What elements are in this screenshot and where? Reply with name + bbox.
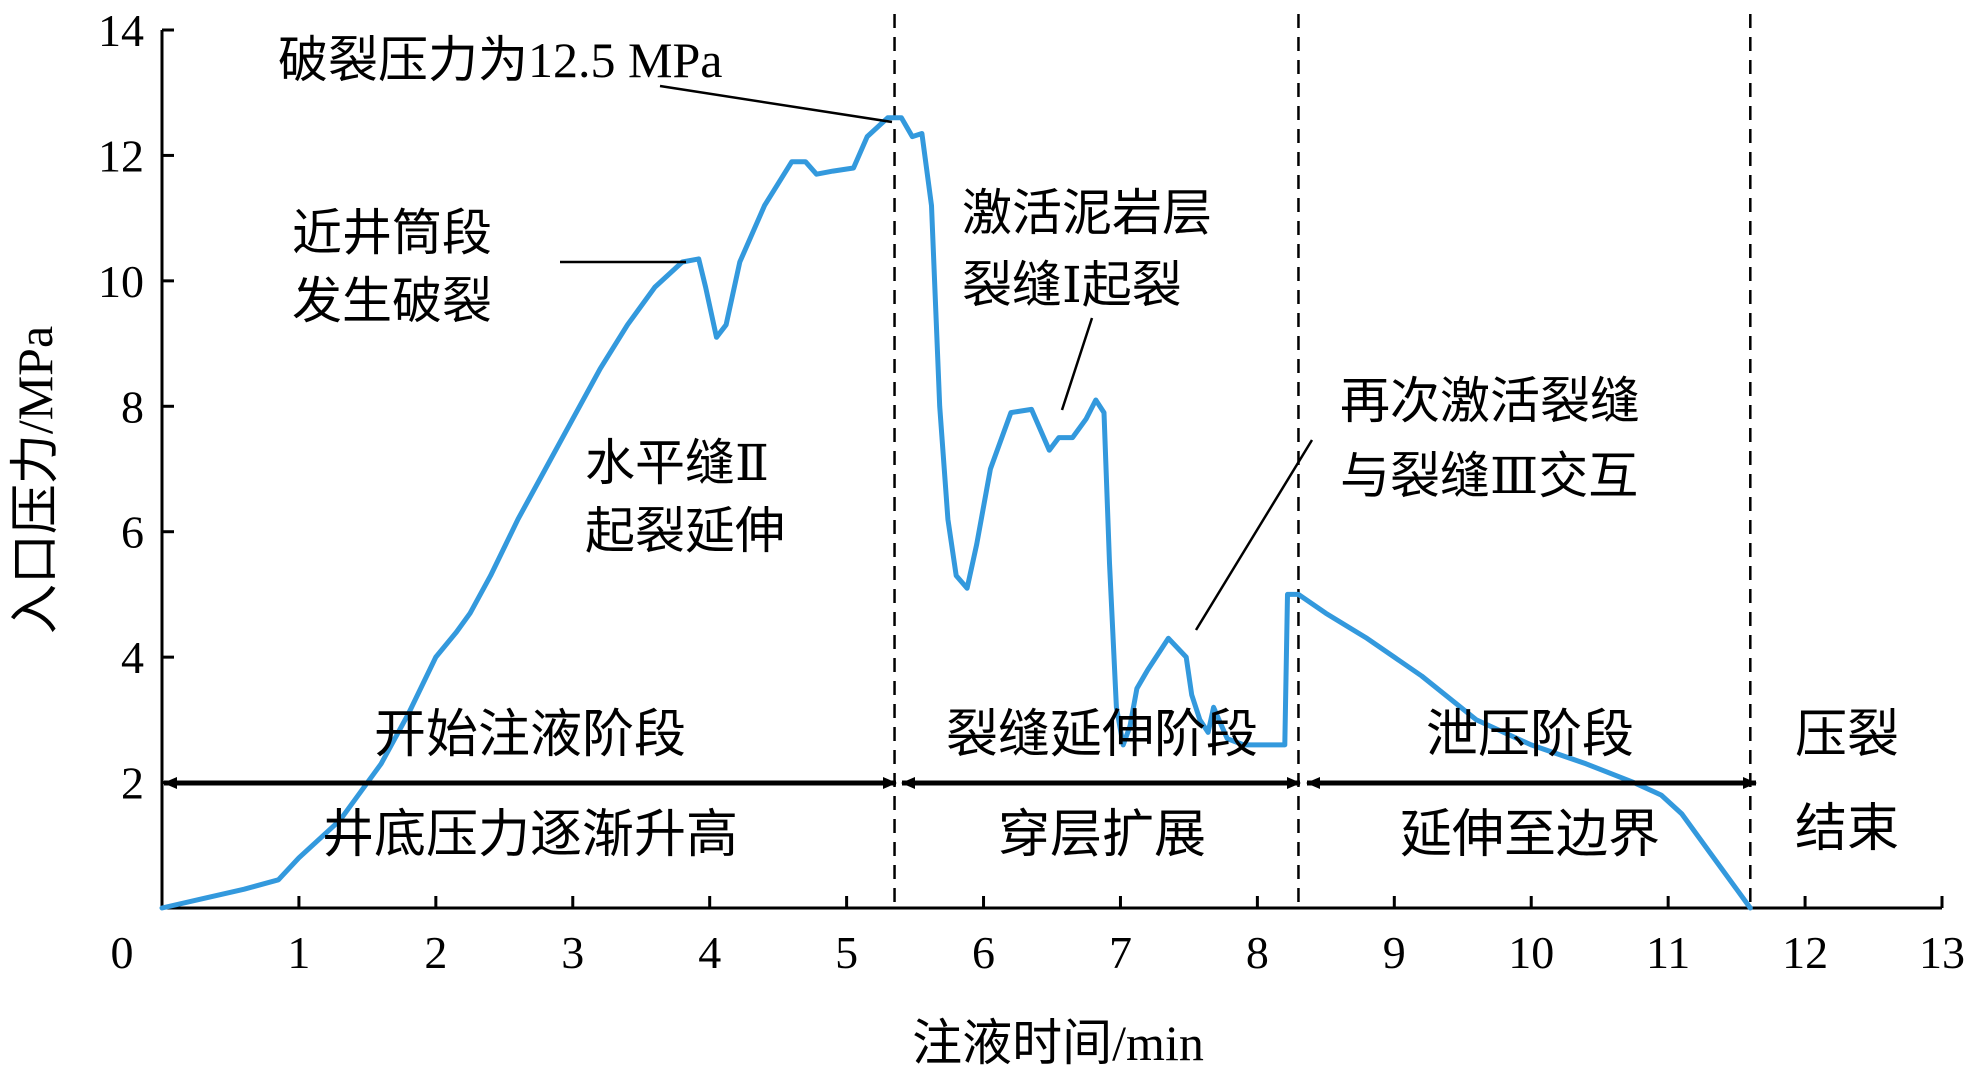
stage-extension-bottom: 穿层扩展 [998, 807, 1206, 864]
y-tick-label: 6 [121, 507, 144, 558]
y-tick-label: 8 [121, 381, 144, 432]
x-tick-label: 0 [111, 927, 134, 978]
stage-release-bottom: 延伸至边界 [1400, 807, 1660, 864]
x-tick-label: 8 [1246, 927, 1269, 978]
y-tick-label: 14 [98, 5, 144, 56]
annotation-mudstone-line1: 激活泥岩层 [962, 185, 1212, 241]
annotation-horizontal-fracture-line2: 起裂延伸 [585, 503, 785, 559]
stage-injection-bottom: 井底压力逐渐升高 [322, 807, 738, 864]
leader-reactivation [1194, 439, 1314, 631]
y-tick-label: 2 [121, 758, 144, 809]
y-axis-ticks: 2 4 6 8 10 12 14 [98, 5, 174, 809]
pressure-series-line [159, 115, 1753, 911]
x-axis-ticks: 0 1 2 3 4 5 6 7 8 9 10 11 12 13 [111, 896, 1965, 978]
x-tick-label: 3 [561, 927, 584, 978]
annotations: 破裂压力为12.5 MPa 近井筒段 发生破裂 水平缝Ⅱ 起裂延伸 激活泥岩层 … [278, 32, 1640, 631]
stage-labels: 开始注液阶段 井底压力逐渐升高 裂缝延伸阶段 穿层扩展 泄压阶段 延伸至边界 压… [322, 707, 1899, 864]
y-tick-label: 12 [98, 130, 144, 181]
y-tick-label: 10 [98, 256, 144, 307]
x-tick-label: 7 [1109, 927, 1132, 978]
x-tick-label: 1 [287, 927, 310, 978]
stage-release-top: 泄压阶段 [1426, 707, 1634, 764]
annotation-breakdown-pressure: 破裂压力为12.5 MPa [278, 32, 722, 88]
stage-end-top: 压裂 [1795, 707, 1899, 764]
annotation-reactivation-line1: 再次激活裂缝 [1340, 373, 1640, 429]
x-tick-label: 6 [972, 927, 995, 978]
x-axis-label: 注液时间/min [912, 1015, 1204, 1071]
x-tick-label: 10 [1508, 927, 1554, 978]
annotation-near-wellbore-line2: 发生破裂 [292, 273, 492, 329]
x-tick-label: 9 [1383, 927, 1406, 978]
annotation-mudstone-line2: 裂缝Ⅰ起裂 [962, 257, 1182, 313]
y-tick-label: 4 [121, 632, 144, 683]
stage-injection-top: 开始注液阶段 [374, 707, 686, 764]
x-tick-label: 5 [835, 927, 858, 978]
leader-mudstone [1060, 317, 1094, 411]
stage-end-bottom: 结束 [1795, 801, 1899, 858]
leader-breakdown-pressure [659, 84, 893, 124]
x-tick-label: 13 [1919, 927, 1965, 978]
x-tick-label: 2 [424, 927, 447, 978]
annotation-reactivation-line2: 与裂缝Ⅲ交互 [1340, 448, 1638, 504]
x-tick-label: 11 [1646, 927, 1690, 978]
x-tick-label: 12 [1782, 927, 1828, 978]
annotation-near-wellbore-line1: 近井筒段 [292, 205, 492, 261]
annotation-horizontal-fracture-line1: 水平缝Ⅱ [585, 435, 769, 491]
stage-extension-top: 裂缝延伸阶段 [946, 707, 1258, 764]
y-axis-label: 入口压力/MPa [7, 326, 63, 634]
x-tick-label: 4 [698, 927, 721, 978]
